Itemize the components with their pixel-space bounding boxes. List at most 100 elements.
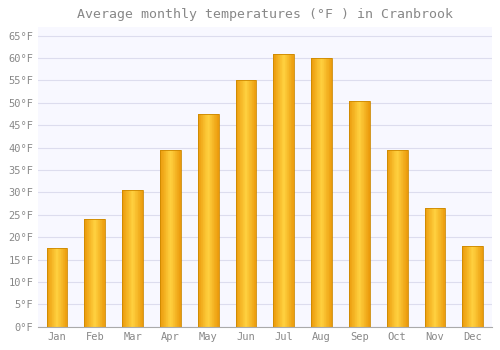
Bar: [200, 114, 202, 327]
Bar: [137, 190, 138, 327]
Bar: [473, 246, 474, 327]
Bar: [215, 114, 216, 327]
Bar: [369, 100, 370, 327]
Bar: [136, 190, 137, 327]
Bar: [204, 114, 205, 327]
Bar: [62, 248, 64, 327]
Bar: [49, 248, 50, 327]
Bar: [236, 80, 237, 327]
Bar: [173, 150, 174, 327]
Bar: [466, 246, 467, 327]
Bar: [358, 100, 360, 327]
Bar: [164, 150, 165, 327]
Bar: [392, 150, 393, 327]
Bar: [360, 100, 361, 327]
Bar: [250, 80, 251, 327]
Bar: [438, 208, 439, 327]
Bar: [254, 80, 255, 327]
Bar: [255, 80, 256, 327]
Bar: [355, 100, 356, 327]
Bar: [60, 248, 61, 327]
Bar: [389, 150, 390, 327]
Bar: [352, 100, 353, 327]
Bar: [242, 80, 244, 327]
Bar: [365, 100, 366, 327]
Bar: [285, 54, 286, 327]
Bar: [180, 150, 181, 327]
Bar: [318, 58, 319, 327]
Bar: [275, 54, 276, 327]
Bar: [207, 114, 208, 327]
Bar: [179, 150, 180, 327]
Bar: [174, 150, 176, 327]
Bar: [127, 190, 128, 327]
Bar: [424, 208, 446, 327]
Bar: [55, 248, 56, 327]
Bar: [405, 150, 406, 327]
Bar: [361, 100, 362, 327]
Bar: [125, 190, 126, 327]
Bar: [481, 246, 482, 327]
Bar: [424, 208, 426, 327]
Bar: [58, 248, 59, 327]
Bar: [292, 54, 293, 327]
Bar: [354, 100, 355, 327]
Bar: [282, 54, 283, 327]
Bar: [388, 150, 389, 327]
Bar: [168, 150, 169, 327]
Bar: [367, 100, 368, 327]
Bar: [160, 150, 161, 327]
Bar: [387, 150, 407, 327]
Bar: [130, 190, 132, 327]
Bar: [390, 150, 391, 327]
Bar: [161, 150, 162, 327]
Bar: [467, 246, 468, 327]
Bar: [122, 190, 143, 327]
Bar: [324, 58, 325, 327]
Bar: [169, 150, 170, 327]
Bar: [126, 190, 127, 327]
Bar: [441, 208, 442, 327]
Bar: [251, 80, 252, 327]
Bar: [50, 248, 51, 327]
Bar: [406, 150, 407, 327]
Bar: [433, 208, 434, 327]
Title: Average monthly temperatures (°F ) in Cranbrook: Average monthly temperatures (°F ) in Cr…: [77, 8, 453, 21]
Bar: [476, 246, 477, 327]
Bar: [95, 219, 96, 327]
Bar: [214, 114, 215, 327]
Bar: [104, 219, 106, 327]
Bar: [288, 54, 290, 327]
Bar: [407, 150, 408, 327]
Bar: [141, 190, 142, 327]
Bar: [444, 208, 446, 327]
Bar: [85, 219, 86, 327]
Bar: [100, 219, 101, 327]
Bar: [240, 80, 241, 327]
Bar: [349, 100, 350, 327]
Bar: [167, 150, 168, 327]
Bar: [244, 80, 246, 327]
Bar: [103, 219, 104, 327]
Bar: [90, 219, 92, 327]
Bar: [178, 150, 179, 327]
Bar: [198, 114, 199, 327]
Bar: [249, 80, 250, 327]
Bar: [84, 219, 85, 327]
Bar: [319, 58, 320, 327]
Bar: [391, 150, 392, 327]
Bar: [248, 80, 249, 327]
Bar: [122, 190, 123, 327]
Bar: [442, 208, 444, 327]
Bar: [363, 100, 364, 327]
Bar: [171, 150, 172, 327]
Bar: [216, 114, 218, 327]
Bar: [439, 208, 440, 327]
Bar: [470, 246, 472, 327]
Bar: [54, 248, 55, 327]
Bar: [368, 100, 369, 327]
Bar: [210, 114, 211, 327]
Bar: [280, 54, 281, 327]
Bar: [293, 54, 294, 327]
Bar: [404, 150, 405, 327]
